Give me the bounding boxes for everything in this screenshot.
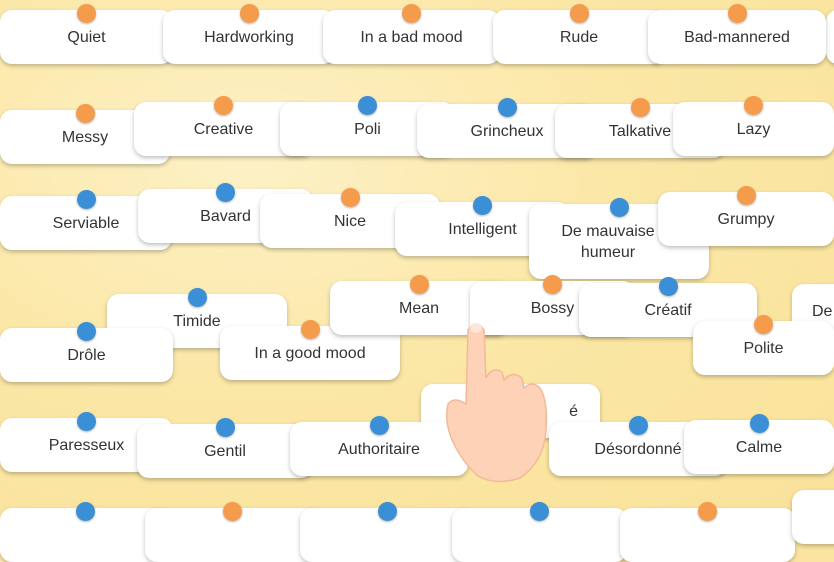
pin	[473, 196, 492, 215]
pin	[223, 502, 242, 521]
card-label: Quiet	[67, 28, 106, 46]
pin	[736, 186, 756, 205]
word-card[interactable]: Quiet	[0, 4, 173, 64]
pin	[628, 416, 648, 435]
card-label: Talkative	[608, 122, 672, 140]
word-card[interactable]: Drôle	[0, 322, 173, 382]
card-label: Hardworking	[204, 28, 294, 46]
word-card[interactable]	[300, 502, 475, 562]
pin	[214, 96, 233, 115]
card-label: Calme	[735, 438, 783, 456]
pin	[340, 188, 360, 207]
pin	[75, 104, 95, 123]
card-label: Grumpy	[717, 210, 775, 228]
card-label: Gentil	[204, 442, 246, 460]
card-label: Messy	[61, 128, 109, 146]
word-card[interactable]	[452, 502, 627, 562]
word-card[interactable]: Gentil	[137, 418, 313, 478]
pin	[75, 502, 95, 521]
word-card[interactable]: Calme	[684, 414, 834, 474]
pin	[187, 288, 207, 307]
card-label: Rude	[559, 28, 599, 46]
word-card[interactable]	[620, 502, 795, 562]
pin	[239, 4, 259, 23]
card-label: Désordonné	[594, 440, 682, 458]
card-label: De mauvaise humeur	[561, 222, 655, 261]
pin	[358, 96, 377, 115]
word-card[interactable]: In a bad mood	[323, 4, 500, 64]
pin	[77, 4, 96, 23]
pin	[216, 183, 235, 202]
pin	[378, 502, 397, 521]
pin	[369, 416, 389, 435]
word-card[interactable]: Polite	[693, 315, 834, 375]
card-label: Bossy	[530, 299, 575, 317]
word-card[interactable]: Grumpy	[658, 186, 834, 246]
card-label: Paresseux	[48, 436, 125, 454]
pin	[569, 4, 589, 23]
pin	[530, 502, 549, 521]
card-label: Mean	[398, 299, 440, 317]
pin	[609, 198, 629, 217]
card-label: In a bad mood	[360, 28, 463, 46]
card-label: Bavard	[200, 207, 251, 225]
card-label: Timide	[173, 312, 221, 330]
card-label: Serviable	[52, 214, 120, 232]
pin	[543, 275, 562, 294]
card-label: Intelligent	[448, 220, 517, 238]
word-card[interactable]	[145, 502, 320, 562]
pin	[300, 320, 320, 339]
pin	[409, 275, 429, 294]
pin	[727, 4, 747, 23]
pin	[754, 315, 773, 334]
word-card[interactable]: In a good mood	[220, 320, 400, 380]
pin	[77, 322, 96, 341]
word-card[interactable]	[792, 490, 834, 544]
card-label: Polite	[743, 339, 784, 357]
pin	[630, 98, 650, 117]
card-label: Créatif	[644, 301, 692, 319]
pin	[744, 96, 763, 115]
card-label: Poli	[354, 120, 381, 138]
card-label: Lazy	[736, 120, 771, 138]
word-card[interactable]: Bad-mannered	[648, 4, 826, 64]
card-label: Nice	[333, 212, 366, 230]
word-card[interactable]: Lazy	[673, 96, 834, 156]
card-label: é	[569, 402, 578, 420]
card-label: Authoritaire	[338, 440, 420, 458]
game-board: Quiet Hardworking In a bad mood Rude Bad-man…	[0, 0, 834, 523]
pin	[497, 98, 517, 117]
card-label: De	[812, 302, 833, 320]
pin	[402, 4, 421, 23]
word-card[interactable]: Hardworking	[163, 4, 335, 64]
pin	[215, 418, 235, 437]
card-label: Bad-mannered	[684, 28, 790, 46]
card-label: Drôle	[67, 346, 106, 364]
pin	[698, 502, 717, 521]
pin	[749, 414, 769, 433]
word-card[interactable]: Rude	[493, 4, 665, 64]
pin	[658, 277, 678, 296]
pin	[77, 412, 96, 431]
word-card[interactable]	[826, 10, 834, 64]
card-label: Grincheux	[470, 122, 544, 140]
word-card[interactable]: Authoritaire	[290, 416, 468, 476]
card-label: Creative	[193, 120, 254, 138]
card-label: In a good mood	[254, 344, 366, 362]
pin	[76, 190, 96, 209]
